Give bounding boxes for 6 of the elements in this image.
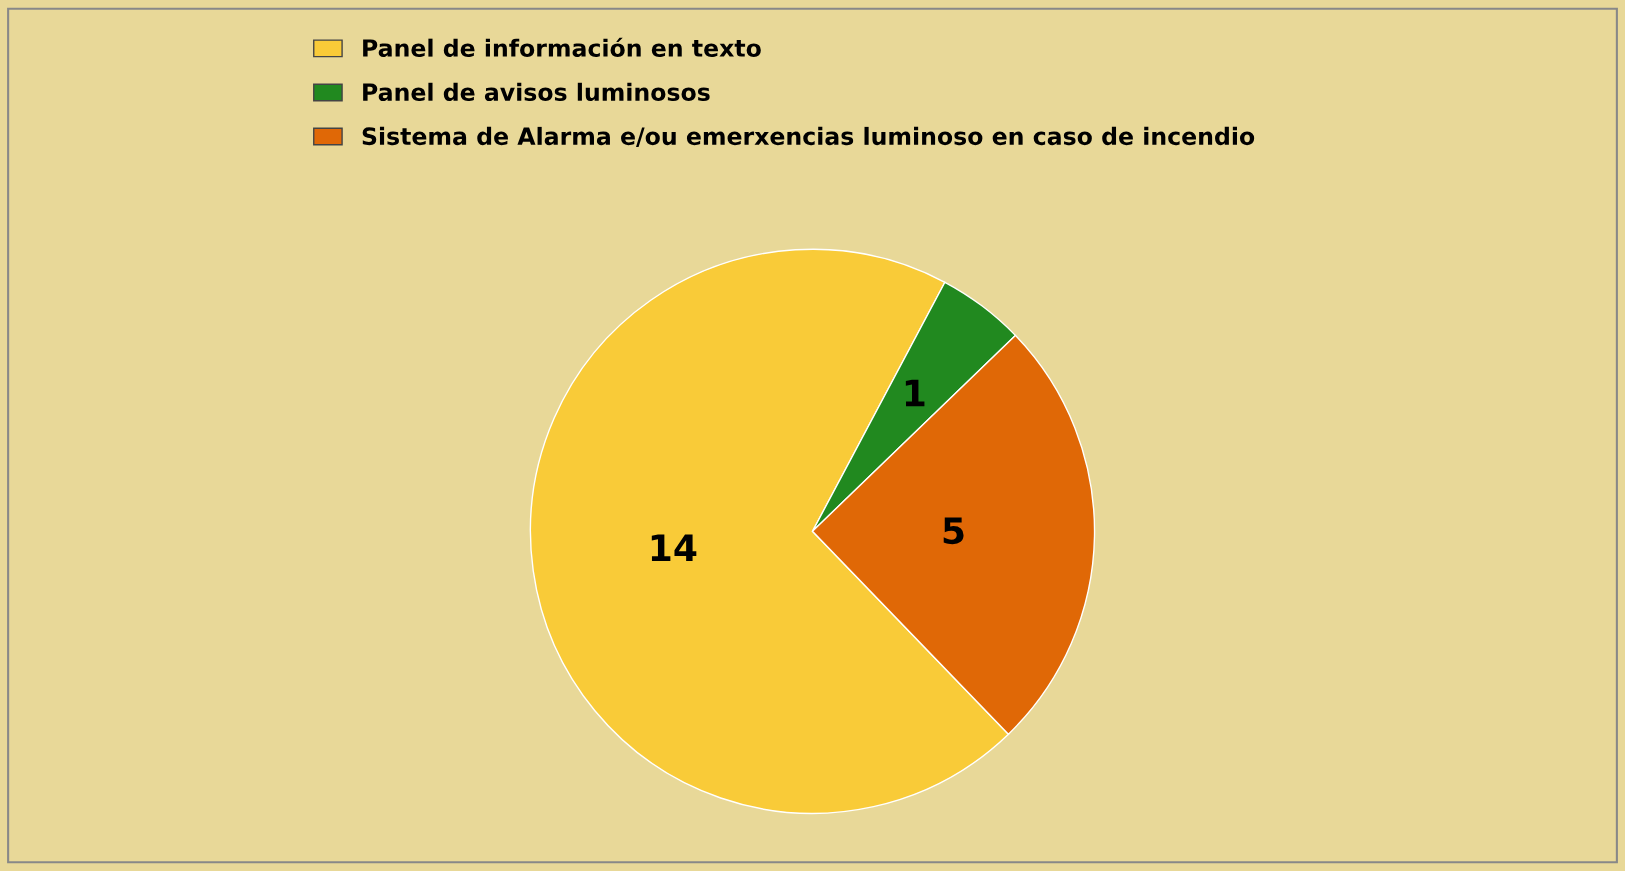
legend-label: Panel de avisos luminosos <box>363 82 710 102</box>
data-label: 1 <box>905 379 925 407</box>
legend-label: Panel de información en texto <box>363 37 761 57</box>
data-label: 5 <box>943 517 964 545</box>
data-label: 14 <box>651 534 697 561</box>
legend-label: Sistema de Alarma e/ou emerxencias luminoso en caso de incendio <box>362 126 1255 147</box>
